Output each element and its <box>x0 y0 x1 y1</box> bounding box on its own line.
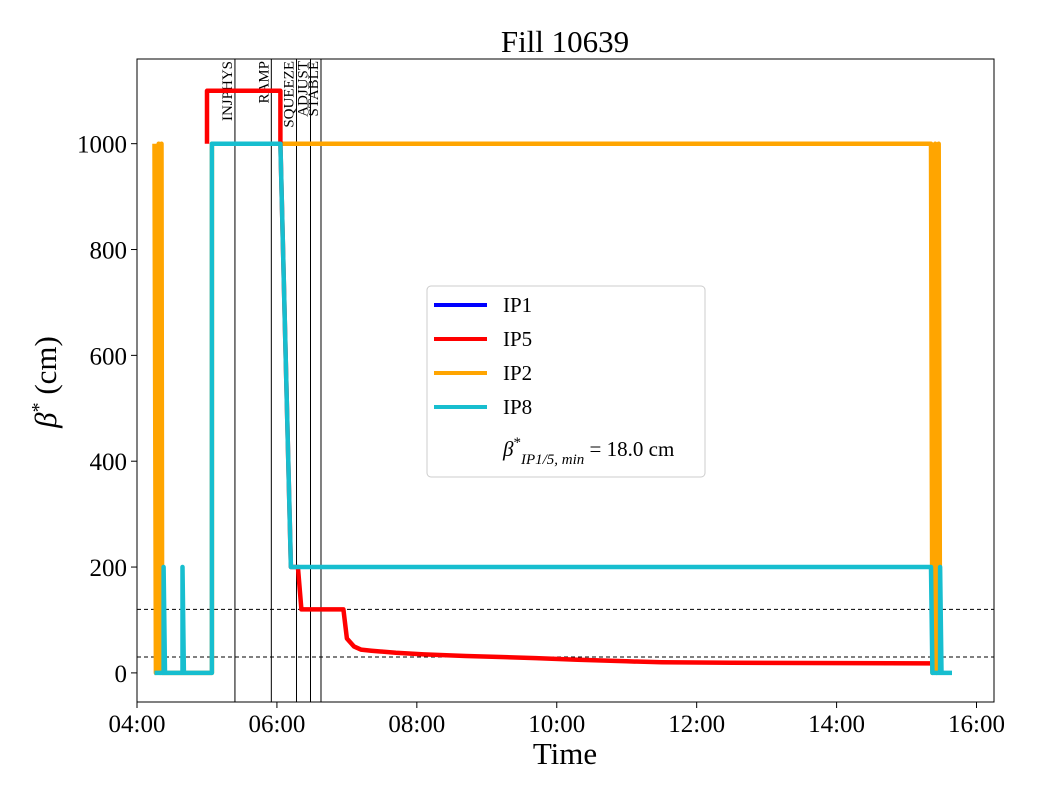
legend-box <box>426 285 706 478</box>
x-axis-label: Time <box>533 736 597 771</box>
phase-label-squeeze: SQUEEZE <box>282 61 298 128</box>
phase-label-ramp: RAMP <box>256 61 272 104</box>
chart-title: Fill 10639 <box>501 24 629 59</box>
y-tick-label: 600 <box>90 343 128 370</box>
x-tick-label: 08:00 <box>388 711 445 738</box>
y-tick-label: 0 <box>115 661 128 688</box>
plot-frame <box>136 58 995 703</box>
legend-label-ip8: IP8 <box>503 395 532 419</box>
y-tick-label: 1000 <box>77 132 127 159</box>
x-tick-label: 12:00 <box>668 711 725 738</box>
x-tick-label: 06:00 <box>248 711 305 738</box>
phase-label-stable: STABLE <box>306 61 322 116</box>
y-tick-label: 400 <box>90 449 128 476</box>
y-tick-label: 200 <box>90 555 128 582</box>
x-tick-label: 16:00 <box>948 711 1005 738</box>
legend-label-ip5: IP5 <box>503 327 532 351</box>
legend-beta-min-note: β*IP1/5, min = 18.0 cm <box>502 435 674 468</box>
x-tick-label: 04:00 <box>109 711 166 738</box>
series-ip8 <box>154 141 952 676</box>
legend: IP1 IP5 IP2 IP8 β*IP1/5, min = 18.0 cm <box>426 285 706 478</box>
legend-label-ip1: IP1 <box>503 293 532 317</box>
y-axis-label: β* (cm) <box>28 336 63 429</box>
x-tick-label: 10:00 <box>528 711 585 738</box>
legend-label-ip2: IP2 <box>503 361 532 385</box>
y-tick-label: 800 <box>90 238 128 265</box>
x-tick-label: 14:00 <box>808 711 865 738</box>
phase-label-adjust: ADJUST <box>295 61 311 117</box>
